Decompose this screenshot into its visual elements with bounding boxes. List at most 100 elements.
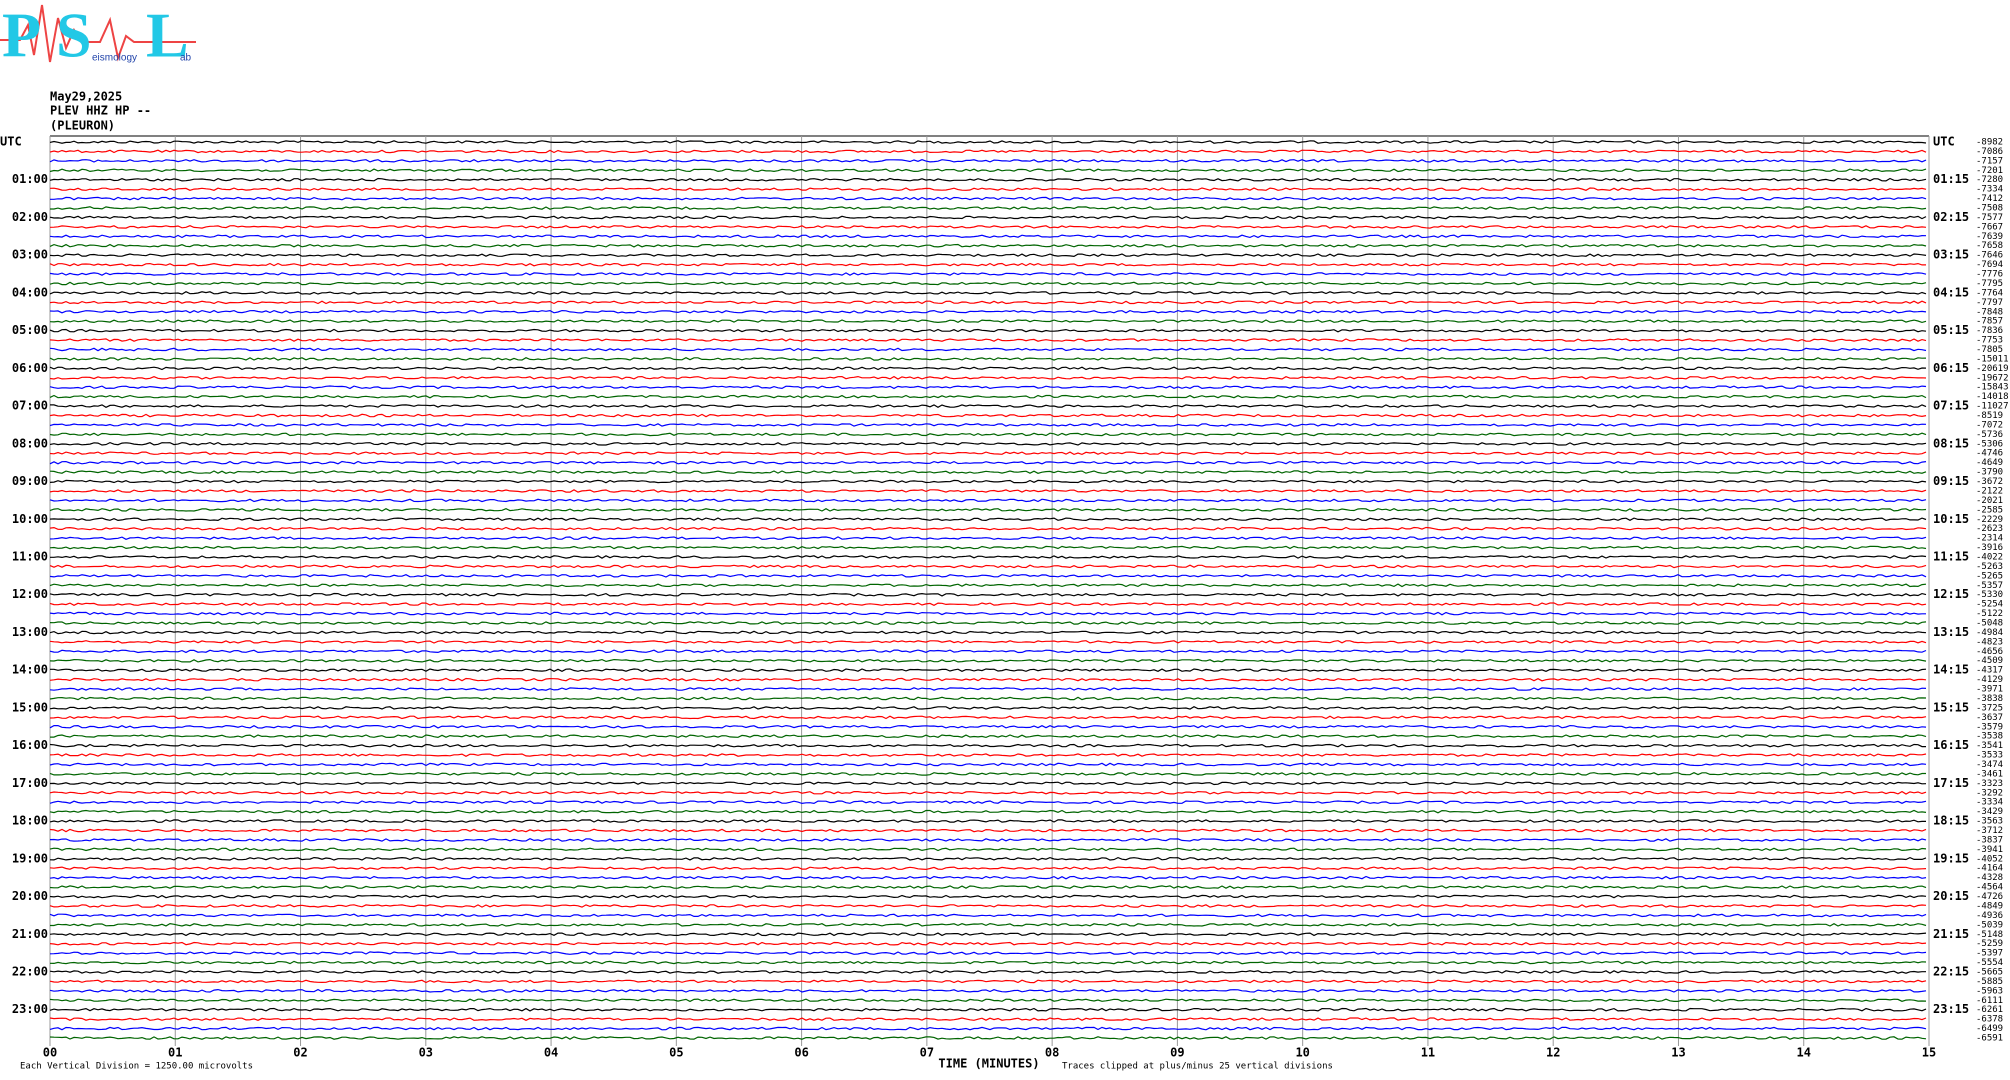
trace-offset: -7508 bbox=[1976, 204, 2003, 214]
trace-offset: -4726 bbox=[1976, 892, 2003, 902]
trace-offset: -3474 bbox=[1976, 760, 2003, 770]
hour-label-right: 06:15 bbox=[1933, 361, 1969, 375]
hour-label-right: 05:15 bbox=[1933, 323, 1969, 337]
trace bbox=[49, 1007, 1927, 1012]
trace-offset: -6499 bbox=[1976, 1024, 2003, 1034]
trace bbox=[49, 1026, 1927, 1031]
trace bbox=[49, 470, 1927, 474]
trace-offset: -3579 bbox=[1976, 722, 2003, 732]
trace bbox=[49, 988, 1927, 993]
trace bbox=[49, 489, 1927, 493]
hour-label-right: 16:15 bbox=[1933, 738, 1969, 752]
hour-label: 11:00 bbox=[12, 549, 48, 563]
trace bbox=[49, 564, 1927, 569]
trace bbox=[49, 932, 1927, 937]
trace-offset: -6261 bbox=[1976, 1005, 2003, 1015]
trace bbox=[49, 536, 1927, 540]
trace-offset: -4984 bbox=[1976, 628, 2003, 638]
trace bbox=[49, 706, 1927, 710]
trace bbox=[49, 658, 1927, 663]
trace bbox=[49, 970, 1926, 974]
trace bbox=[49, 960, 1927, 965]
trace-offset: -5885 bbox=[1976, 977, 2003, 987]
trace bbox=[49, 234, 1927, 239]
logo: P S L eismology ab bbox=[0, 0, 196, 71]
trace-offset: -3637 bbox=[1976, 713, 2003, 723]
trace bbox=[49, 875, 1927, 880]
trace-offset: -4656 bbox=[1976, 647, 2003, 657]
hour-label-right: 07:15 bbox=[1933, 399, 1969, 413]
trace-offset: -3916 bbox=[1976, 543, 2003, 553]
trace-offset: -4164 bbox=[1976, 864, 2003, 874]
trace bbox=[49, 432, 1927, 437]
trace-offset: -14018 bbox=[1976, 392, 2009, 402]
trace bbox=[50, 206, 1927, 210]
hour-label-right: 10:15 bbox=[1933, 512, 1969, 526]
trace-offset: -3563 bbox=[1976, 817, 2003, 827]
trace-offset: -5048 bbox=[1976, 619, 2003, 629]
hour-label-right: 21:15 bbox=[1933, 927, 1969, 941]
hour-label: 05:00 bbox=[12, 323, 48, 337]
trace-offset: -7334 bbox=[1976, 185, 2003, 195]
trace bbox=[50, 404, 1927, 408]
trace-offset: -2229 bbox=[1976, 515, 2003, 525]
trace bbox=[49, 168, 1927, 173]
trace bbox=[49, 225, 1927, 229]
trace-offset: -7805 bbox=[1976, 345, 2003, 355]
trace bbox=[49, 347, 1927, 352]
trace-offset: -3725 bbox=[1976, 703, 2003, 713]
hour-label-right: 17:15 bbox=[1933, 776, 1969, 790]
trace bbox=[49, 177, 1927, 182]
hour-label-right: 23:15 bbox=[1933, 1002, 1969, 1016]
trace bbox=[49, 262, 1926, 267]
trace bbox=[49, 687, 1927, 691]
trace-offset: -3672 bbox=[1976, 477, 2003, 487]
hour-label-right: 19:15 bbox=[1933, 851, 1969, 865]
trace-offset: -3461 bbox=[1976, 769, 2003, 779]
trace-offset: -5122 bbox=[1976, 609, 2003, 619]
trace-offset: -3429 bbox=[1976, 807, 2003, 817]
hour-label: 13:00 bbox=[12, 625, 48, 639]
scale-note: Each Vertical Division = 1250.00 microvo… bbox=[20, 1062, 253, 1072]
hour-label: 03:00 bbox=[12, 248, 48, 262]
trace-offset: -2623 bbox=[1976, 524, 2003, 534]
hour-label: UTC bbox=[0, 135, 22, 149]
trace-offset: -6591 bbox=[1976, 1034, 2003, 1044]
trace bbox=[49, 743, 1926, 748]
hour-label: 20:00 bbox=[12, 889, 48, 903]
trace bbox=[50, 196, 1927, 201]
trace bbox=[49, 328, 1927, 333]
trace bbox=[49, 1036, 1927, 1040]
hour-label: 23:00 bbox=[12, 1002, 48, 1016]
trace bbox=[49, 159, 1927, 163]
trace-offset: -3712 bbox=[1976, 826, 2003, 836]
trace bbox=[49, 545, 1927, 550]
trace bbox=[49, 611, 1926, 616]
hour-label: 19:00 bbox=[12, 851, 48, 865]
trace-offset: -7658 bbox=[1976, 241, 2003, 251]
trace-offset: -5397 bbox=[1976, 949, 2003, 959]
trace bbox=[49, 715, 1927, 720]
trace-offset: -5254 bbox=[1976, 600, 2003, 610]
trace-offset: -2122 bbox=[1976, 486, 2003, 496]
trace-offset: -3541 bbox=[1976, 741, 2003, 751]
trace bbox=[49, 649, 1927, 654]
hour-label-right: 01:15 bbox=[1933, 172, 1969, 186]
trace bbox=[50, 555, 1927, 559]
trace bbox=[49, 847, 1927, 852]
x-tick-label: 15 bbox=[1922, 1046, 1936, 1060]
trace bbox=[49, 800, 1927, 805]
hour-label: 22:00 bbox=[12, 964, 48, 978]
trace bbox=[49, 441, 1927, 446]
trace-offset: -3790 bbox=[1976, 468, 2003, 478]
trace bbox=[49, 1017, 1927, 1021]
trace bbox=[49, 291, 1927, 295]
trace bbox=[49, 724, 1927, 729]
trace-offset: -2021 bbox=[1976, 496, 2003, 506]
trace bbox=[49, 790, 1927, 795]
trace-offset: -4022 bbox=[1976, 552, 2003, 562]
trace-offset: -3971 bbox=[1976, 685, 2003, 695]
trace-offset: -7667 bbox=[1976, 222, 2003, 232]
trace bbox=[49, 630, 1927, 635]
hour-label: 21:00 bbox=[12, 927, 48, 941]
